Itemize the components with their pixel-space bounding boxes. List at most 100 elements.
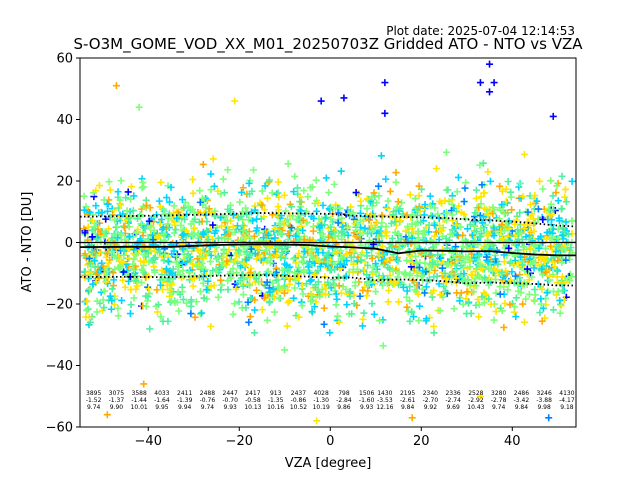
data-point: [335, 282, 343, 290]
data-point: [460, 210, 468, 218]
data-point: [448, 196, 456, 204]
data-point: [196, 310, 204, 318]
data-point: [157, 313, 165, 321]
bin-std: 9.84: [515, 404, 529, 411]
data-point: [205, 248, 213, 256]
data-point: [176, 271, 184, 279]
data-point: [317, 221, 325, 229]
data-point: [274, 178, 282, 186]
data-point: [561, 193, 569, 201]
data-point: [229, 265, 237, 273]
data-point: [343, 301, 351, 309]
data-point: [530, 264, 538, 272]
data-point: [557, 280, 565, 288]
data-point: [381, 228, 389, 236]
data-point: [120, 268, 128, 276]
data-point: [502, 267, 510, 275]
data-point: [119, 210, 127, 218]
data-point: [280, 191, 288, 199]
data-point: [462, 253, 470, 261]
data-point: [121, 223, 129, 231]
data-point: [471, 267, 479, 275]
data-point: [426, 252, 434, 260]
data-point: [420, 227, 428, 235]
data-point: [230, 210, 238, 218]
data-point: [120, 222, 128, 230]
data-point: [246, 281, 254, 289]
outlier-point: [545, 414, 553, 422]
data-point: [294, 215, 302, 223]
data-point: [555, 217, 563, 225]
data-point: [167, 183, 175, 191]
data-point: [157, 281, 165, 289]
bin-count: 3588: [132, 390, 147, 397]
data-point: [288, 224, 296, 232]
data-point: [129, 207, 137, 215]
data-point: [512, 294, 520, 302]
data-point: [153, 211, 161, 219]
data-point: [343, 223, 351, 231]
data-point: [368, 254, 376, 262]
x-tick-label: 0: [326, 434, 334, 449]
data-point: [103, 200, 111, 208]
data-point: [160, 230, 168, 238]
data-point: [442, 234, 450, 242]
data-point: [434, 210, 442, 218]
data-point: [399, 283, 407, 291]
data-point: [403, 287, 411, 295]
data-point: [527, 201, 535, 209]
data-point: [308, 291, 316, 299]
data-point: [284, 286, 292, 294]
data-point: [549, 192, 557, 200]
data-point: [451, 260, 459, 268]
data-point: [468, 231, 476, 239]
data-point: [229, 310, 237, 318]
data-point: [170, 247, 178, 255]
data-point: [476, 212, 484, 220]
data-point: [426, 202, 434, 210]
data-point: [313, 256, 321, 264]
data-point: [126, 232, 134, 240]
data-point: [367, 211, 375, 219]
data-point: [284, 230, 292, 238]
data-point: [392, 221, 400, 229]
data-point: [564, 274, 572, 282]
data-point: [526, 227, 534, 235]
data-point: [391, 228, 399, 236]
data-point: [526, 244, 534, 252]
data-point: [258, 306, 266, 314]
data-point: [368, 300, 376, 308]
data-point: [101, 228, 109, 236]
data-point: [439, 246, 447, 254]
data-point: [382, 203, 390, 211]
data-point: [493, 266, 501, 274]
data-point: [457, 262, 465, 270]
data-point: [181, 215, 189, 223]
data-point: [560, 296, 568, 304]
data-point: [102, 215, 110, 223]
data-point: [556, 296, 564, 304]
data-point: [337, 247, 345, 255]
data-point: [471, 209, 479, 217]
data-point: [92, 187, 100, 195]
data-point: [396, 245, 404, 253]
data-point: [342, 272, 350, 280]
data-point: [406, 283, 414, 291]
data-point: [217, 286, 225, 294]
data-point: [531, 192, 539, 200]
data-point: [526, 235, 534, 243]
data-point: [246, 252, 254, 260]
data-point: [339, 283, 347, 291]
data-point: [170, 229, 178, 237]
bin-count: 2447: [223, 390, 238, 397]
data-point: [214, 234, 222, 242]
data-point: [236, 198, 244, 206]
data-point: [283, 322, 291, 330]
data-point: [177, 221, 185, 229]
data-point: [286, 275, 294, 283]
data-point: [495, 215, 503, 223]
data-point: [198, 217, 206, 225]
data-point: [190, 224, 198, 232]
data-point: [85, 313, 93, 321]
data-point: [94, 225, 102, 233]
